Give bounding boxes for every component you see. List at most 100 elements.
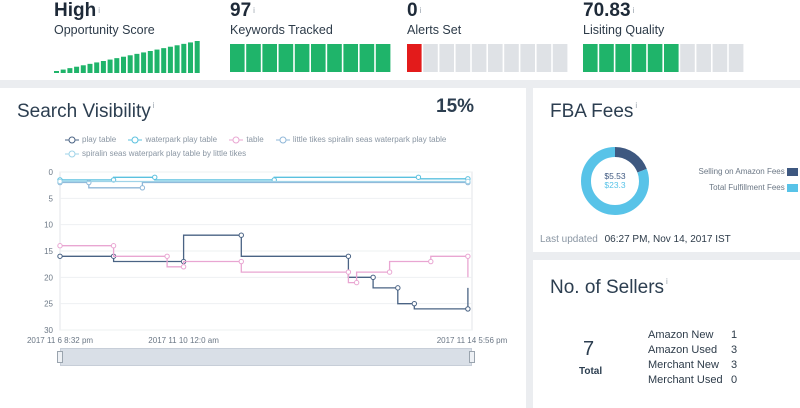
series-point[interactable] <box>139 185 146 191</box>
info-icon[interactable]: i <box>632 6 635 15</box>
series-point[interactable] <box>465 178 471 185</box>
segment <box>599 44 614 72</box>
series-point[interactable] <box>370 274 376 281</box>
segment <box>407 44 422 72</box>
metric-value: 70.83 i <box>583 0 635 21</box>
seller-value: 0 <box>731 374 738 386</box>
series-point[interactable] <box>164 253 170 259</box>
series-point[interactable] <box>238 258 244 265</box>
series-point[interactable] <box>238 232 244 238</box>
series-point[interactable] <box>152 174 158 180</box>
legend-item[interactable]: little tikes spiralin seas waterpark pla… <box>275 135 446 144</box>
series-point[interactable] <box>57 243 63 249</box>
info-icon[interactable]: i <box>253 6 255 15</box>
series-line[interactable] <box>60 176 468 181</box>
seller-row: Amazon New <box>648 329 714 341</box>
segment <box>278 44 294 72</box>
metric-value: High i <box>54 0 100 21</box>
fba-legend: Selling on Amazon Fees Total Fulfillment… <box>678 167 798 192</box>
opportunity-bar <box>94 62 100 73</box>
segment <box>439 44 454 72</box>
info-icon[interactable]: i <box>152 101 155 110</box>
sellers-card: No. of Sellers i 7 Total Amazon New 1 Ama… <box>533 260 800 408</box>
chart-navigator[interactable] <box>57 348 475 366</box>
opportunity-bar <box>161 48 167 73</box>
series-point[interactable] <box>411 300 418 307</box>
seller-row: Merchant Used <box>648 374 723 386</box>
opportunity-bar <box>147 51 153 73</box>
metric-keywords: 97 i Keywords Tracked <box>230 0 333 37</box>
opportunity-bar <box>107 59 113 73</box>
series-point[interactable] <box>57 253 63 259</box>
legend-item[interactable]: play table <box>65 135 116 144</box>
info-icon[interactable]: i <box>635 101 638 110</box>
y-tick-label: 15 <box>44 247 53 256</box>
series-point[interactable] <box>353 279 360 286</box>
y-tick-label: 10 <box>44 221 53 230</box>
fba-fees-card: FBA Fees i $5.53 $23.3 Selling on Amazon … <box>533 88 800 252</box>
opportunity-bar <box>60 69 66 73</box>
legend-item[interactable]: spiralin seas waterpark play table by li… <box>65 149 246 158</box>
donut-slice[interactable] <box>581 147 649 215</box>
series-point[interactable] <box>428 258 434 265</box>
segment <box>680 44 695 72</box>
series-point[interactable] <box>465 253 471 259</box>
series-point[interactable] <box>345 269 352 275</box>
series-point[interactable] <box>345 253 352 259</box>
segment <box>294 44 310 72</box>
fba-fees-title: FBA Fees i <box>550 101 638 122</box>
segment <box>712 44 728 72</box>
opportunity-bar-chart <box>54 41 200 73</box>
navigator-handle-left[interactable] <box>57 351 63 363</box>
sellers-total: 7 <box>583 338 595 360</box>
segment <box>343 44 358 72</box>
alerts-segment-bar <box>407 44 568 72</box>
series-point[interactable] <box>57 178 63 185</box>
info-icon[interactable]: i <box>98 6 100 15</box>
segment <box>423 44 438 72</box>
series-point[interactable] <box>386 269 393 275</box>
y-tick-label: 0 <box>49 168 54 177</box>
metric-value: 97 i <box>230 0 255 21</box>
series-point[interactable] <box>110 243 117 249</box>
segment <box>728 44 744 72</box>
fba-fees-donut <box>581 147 649 215</box>
navigator-handle-right[interactable] <box>469 351 475 363</box>
legend-item[interactable]: table <box>229 135 264 144</box>
metrics-strip: High i Opportunity Score 97 i Keywords Tra… <box>0 0 800 80</box>
opportunity-bar <box>181 43 187 73</box>
segment <box>230 44 245 72</box>
opportunity-bar <box>154 49 160 73</box>
segment <box>647 44 663 72</box>
legend-item[interactable]: waterpark play table <box>128 135 217 144</box>
segment <box>664 44 679 72</box>
info-icon[interactable]: i <box>666 277 668 286</box>
series-point[interactable] <box>395 285 401 291</box>
series-point[interactable] <box>465 306 471 312</box>
segment <box>262 44 277 72</box>
metric-label: Alerts Set <box>407 23 462 37</box>
chart-legend-row-2: spiralin seas waterpark play table by li… <box>65 149 256 158</box>
x-tick-label: 2017 11 6 8:32 pm <box>27 336 93 345</box>
info-icon[interactable]: i <box>419 6 422 15</box>
legend-selling: Selling on Amazon Fees <box>678 167 798 176</box>
y-tick-label: 20 <box>44 273 53 282</box>
x-tick-label: 2017 11 10 12:0 am <box>148 336 219 345</box>
segment <box>504 44 519 72</box>
search-visibility-title: Search Visibility i <box>17 101 155 122</box>
opportunity-bar <box>134 53 140 73</box>
segment <box>327 44 342 72</box>
legend-swatch <box>787 167 798 176</box>
opportunity-bar <box>194 41 200 73</box>
seller-row: Amazon Used <box>648 344 718 356</box>
segment <box>520 44 535 72</box>
series-point[interactable] <box>415 174 422 180</box>
series-point[interactable] <box>180 264 187 270</box>
series-line[interactable] <box>60 181 468 189</box>
segment <box>359 44 375 72</box>
segment <box>615 44 630 72</box>
opportunity-bar <box>54 71 59 73</box>
opportunity-bar <box>114 58 120 73</box>
